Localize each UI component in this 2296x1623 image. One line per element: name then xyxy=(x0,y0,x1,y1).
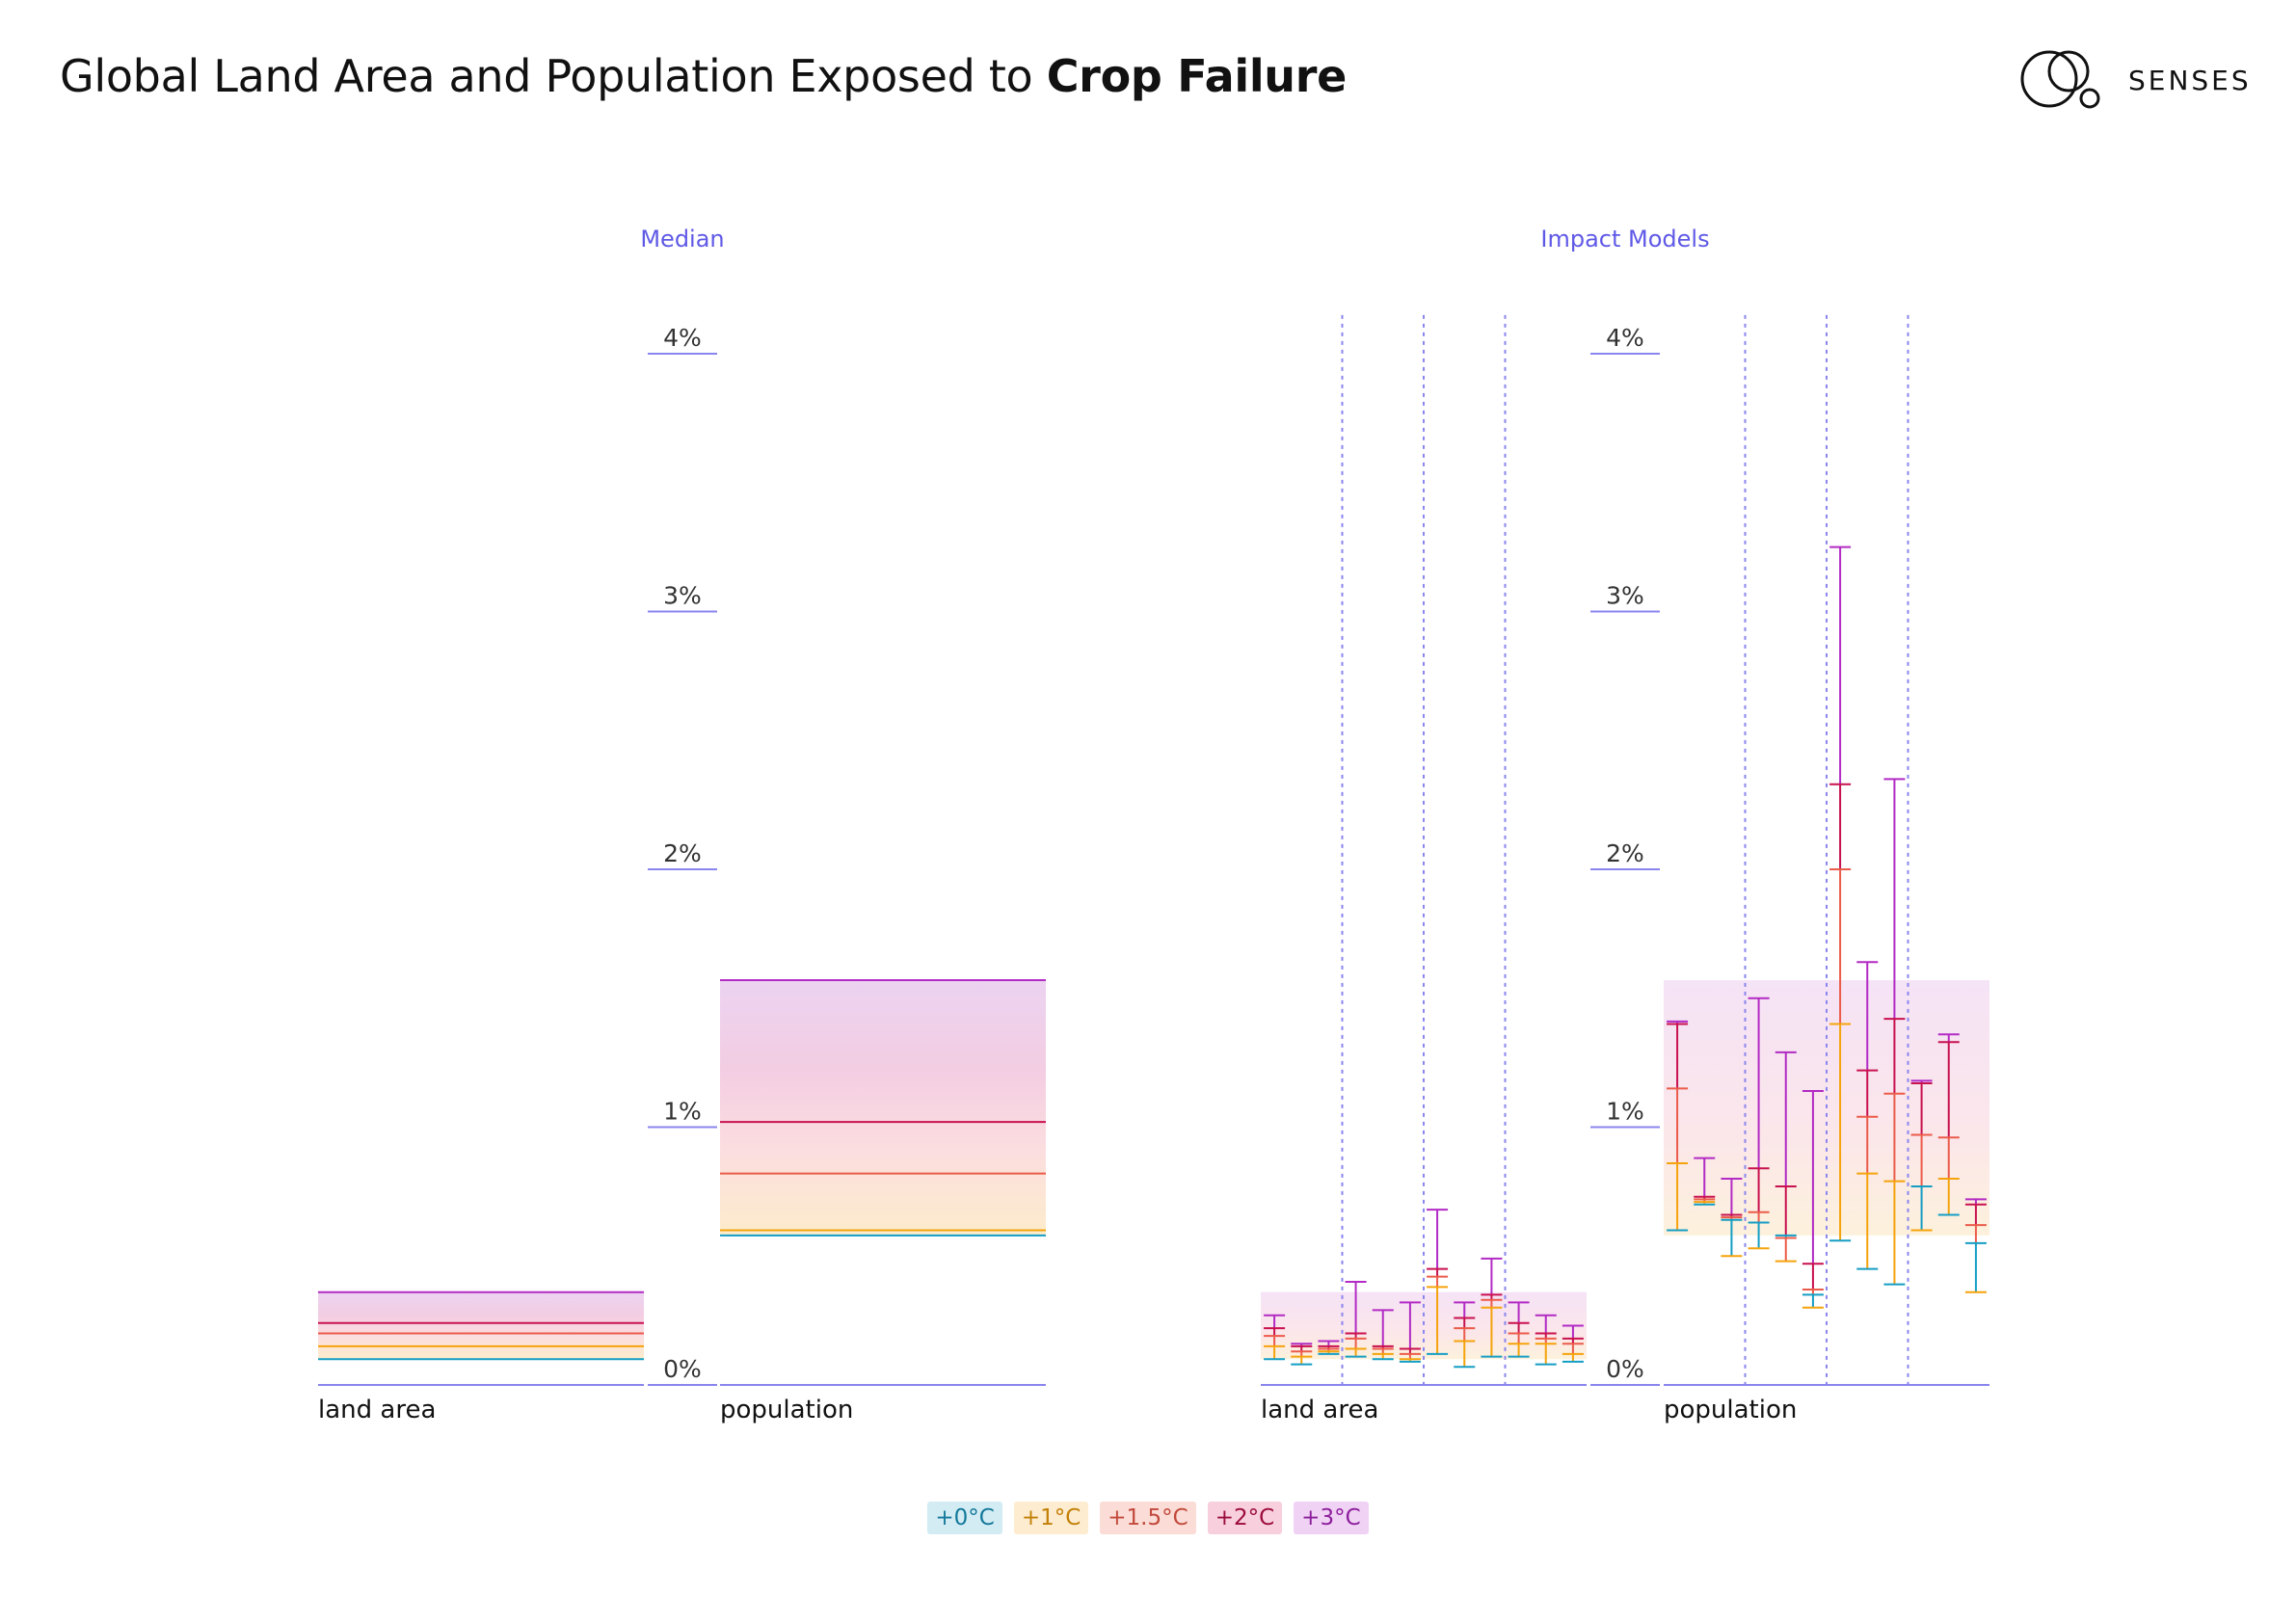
y-tick-label: 2% xyxy=(1606,839,1644,867)
y-tick-label: 2% xyxy=(663,839,702,867)
title-emphasis: Crop Failure xyxy=(1046,50,1348,102)
legend-item[interactable]: +3°C xyxy=(1294,1502,1369,1534)
category-label: population xyxy=(720,1396,853,1424)
legend-item[interactable]: +2°C xyxy=(1207,1502,1283,1534)
y-tick-label: 0% xyxy=(663,1355,702,1383)
y-tick-label: 4% xyxy=(663,324,702,352)
category-label: population xyxy=(1664,1396,1797,1424)
legend-item[interactable]: +0°C xyxy=(927,1502,1002,1534)
title-text: Global Land Area and Population Exposed … xyxy=(60,50,1047,102)
category-label: land area xyxy=(1261,1396,1378,1424)
senses-logo[interactable]: SENSES xyxy=(2020,46,2252,114)
panel-title: Impact Models xyxy=(1540,226,1709,253)
y-tick-label: 1% xyxy=(1606,1098,1644,1126)
y-tick-label: 4% xyxy=(1606,324,1644,352)
y-tick-label: 3% xyxy=(1606,582,1644,610)
legend: +0°C +1°C +1.5°C +2°C +3°C xyxy=(0,1502,2296,1534)
panel-title: Median xyxy=(640,226,724,253)
median-band xyxy=(720,980,1046,1236)
median-band xyxy=(318,1291,644,1360)
legend-item[interactable]: +1.5°C xyxy=(1100,1502,1196,1534)
logo-text: SENSES xyxy=(2128,64,2252,96)
senses-circles-logo xyxy=(2020,50,2100,109)
y-tick-label: 3% xyxy=(663,582,702,610)
category-label: land area xyxy=(318,1396,436,1424)
legend-item[interactable]: +1°C xyxy=(1013,1502,1089,1534)
page-title: Global Land Area and Population Exposed … xyxy=(60,50,1347,102)
y-tick-label: 1% xyxy=(663,1098,702,1126)
y-tick-label: 0% xyxy=(1606,1355,1644,1383)
